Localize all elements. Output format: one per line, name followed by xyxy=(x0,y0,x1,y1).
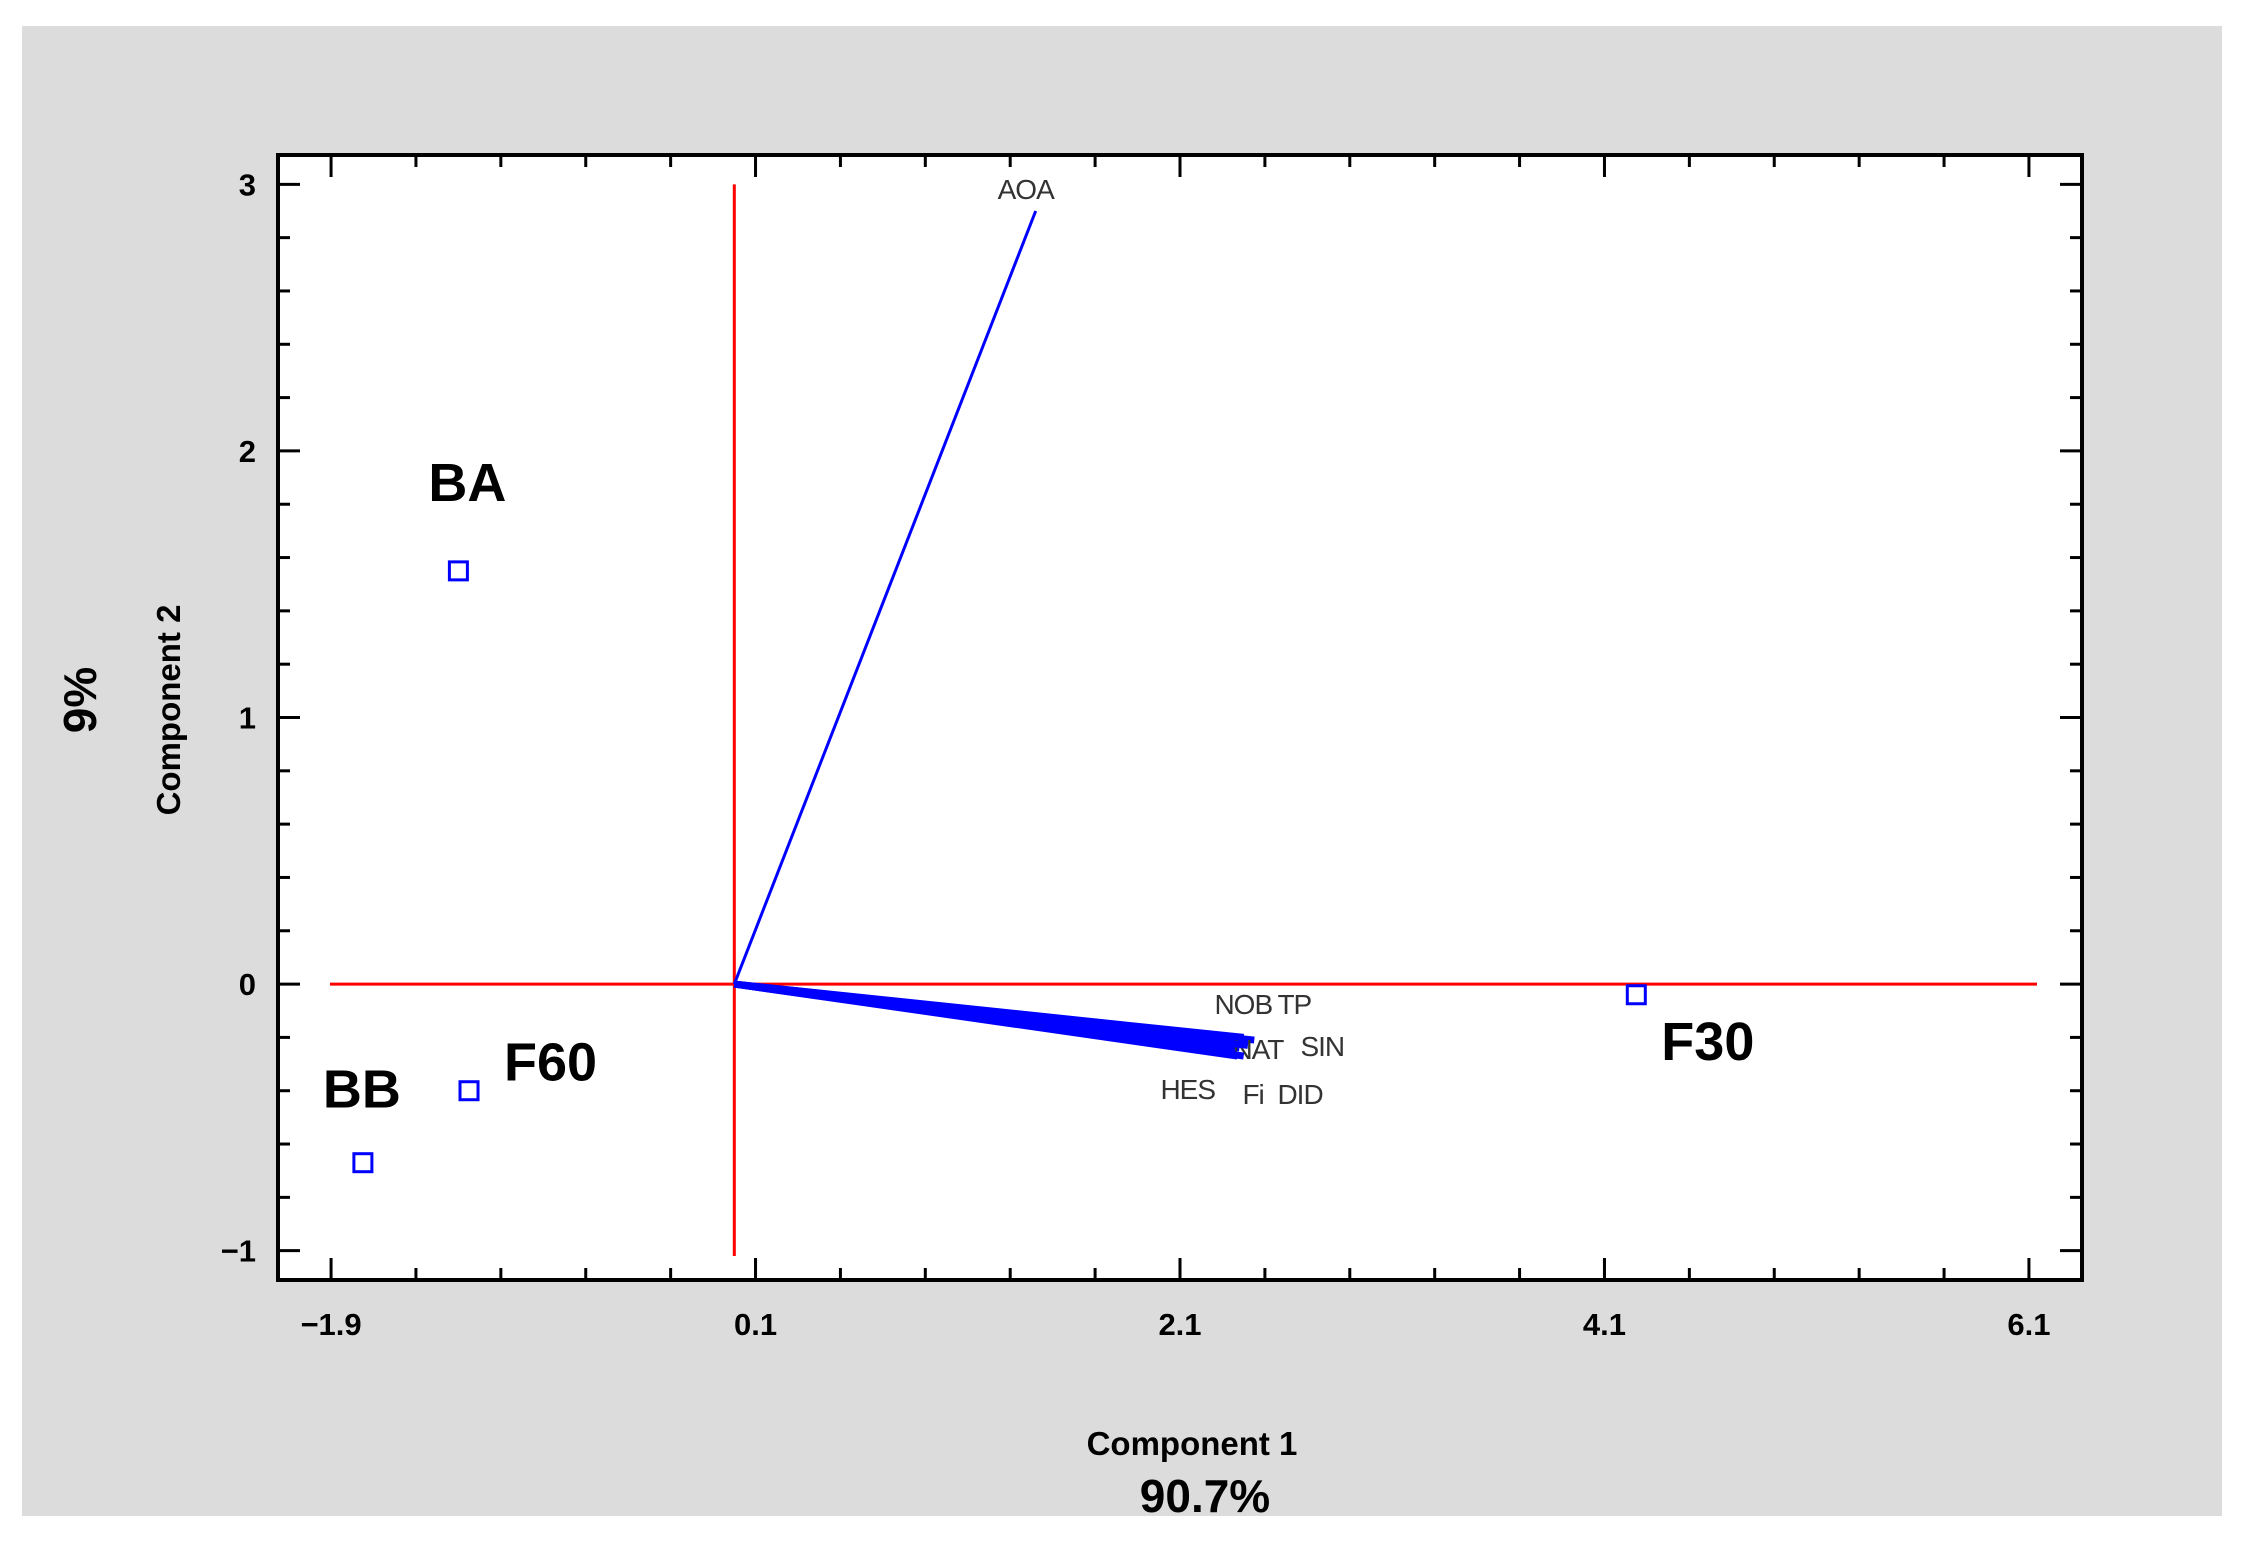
loading-label: AOA xyxy=(998,174,1055,205)
loading-label: DID xyxy=(1277,1079,1322,1110)
x-axis-variance: 90.7% xyxy=(1140,1470,1270,1522)
y-tick-label: 0 xyxy=(239,967,256,1002)
point-label: F30 xyxy=(1661,1012,1754,1072)
loading-vector-aoa xyxy=(732,210,1038,985)
reference-lines xyxy=(330,184,2037,1257)
score-points: BA BB F60 F30 xyxy=(323,453,1754,1174)
axis-ticks xyxy=(278,155,2082,1280)
loading-vector-did xyxy=(733,980,1245,1060)
y-tick-labels: −1 0 1 2 3 xyxy=(221,167,256,1268)
point-marker-f30 xyxy=(1625,984,1647,1006)
point-label: F60 xyxy=(504,1033,597,1093)
x-tick-label: 0.1 xyxy=(734,1307,777,1342)
loading-label: TP xyxy=(1277,989,1311,1020)
y-tick-label: 3 xyxy=(239,167,256,202)
point-marker-ba xyxy=(447,560,469,582)
x-tick-label: 6.1 xyxy=(2007,1307,2050,1342)
y-axis-variance: 9% xyxy=(54,667,106,733)
y-tick-label: 2 xyxy=(239,434,256,469)
y-axis-label: Component 2 xyxy=(150,605,187,816)
point-label: BA xyxy=(428,453,506,513)
loading-label: NOB xyxy=(1214,989,1272,1020)
x-tick-labels: −1.9 0.1 2.1 4.1 6.1 xyxy=(300,1307,2050,1342)
loading-label: Fi xyxy=(1242,1079,1263,1110)
loading-label: SIN xyxy=(1300,1031,1344,1062)
x-tick-label: 2.1 xyxy=(1158,1307,1201,1342)
y-tick-label: 1 xyxy=(239,701,256,736)
x-tick-label: 4.1 xyxy=(1583,1307,1626,1342)
plot-area xyxy=(276,153,2084,1282)
point-marker-f60 xyxy=(458,1080,480,1102)
loading-label: NAT xyxy=(1232,1034,1284,1065)
point-label: BB xyxy=(323,1060,401,1120)
loading-label: HES xyxy=(1160,1074,1215,1105)
x-axis-label: Component 1 xyxy=(1087,1425,1298,1462)
y-tick-label: −1 xyxy=(221,1234,256,1269)
x-tick-label: −1.9 xyxy=(300,1307,361,1342)
point-marker-bb xyxy=(352,1152,374,1174)
loading-vectors: AOA NOB TP NAT SIN HES Fi DID xyxy=(732,174,1345,1110)
